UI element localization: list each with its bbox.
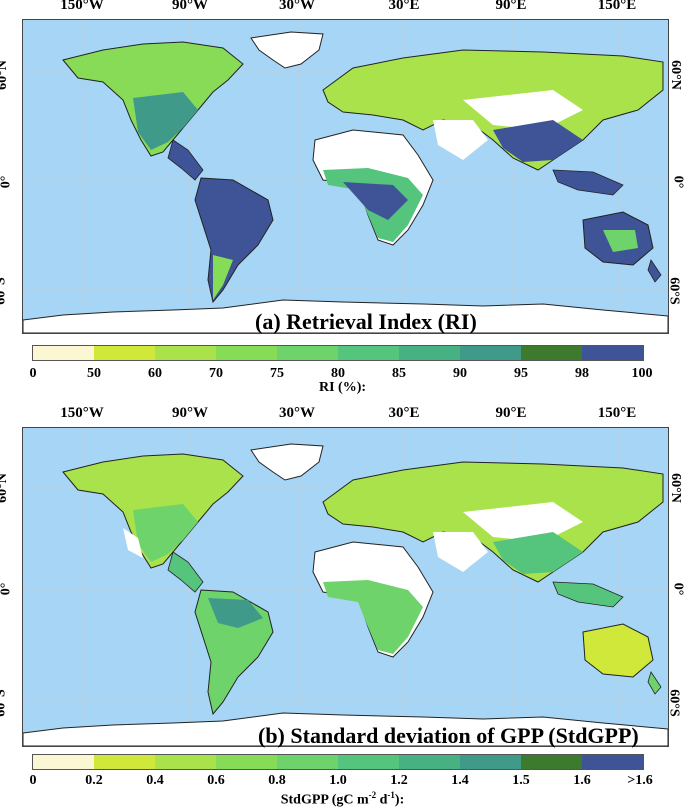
panel-a: 150°W 90°W 30°W 30°E 90°E 150°E 60°N 0° … — [0, 0, 685, 400]
lon-tick: 30°W — [279, 0, 315, 13]
lat-tick-left: 0° — [0, 582, 14, 596]
lon-tick: 90°E — [495, 405, 527, 421]
colorbar-swatch — [33, 755, 94, 769]
lat-tick-left: 60°S — [0, 277, 9, 305]
colorbar-swatch — [338, 346, 399, 360]
map-retrieval-index — [22, 19, 669, 334]
colorbar-tick: 60 — [148, 366, 162, 381]
colorbar-tick: 0 — [29, 366, 37, 381]
lat-tick-left: 60°N — [0, 60, 10, 90]
colorbar-tick: 98 — [575, 366, 589, 381]
colorbar-swatch — [460, 346, 521, 360]
colorbar-label: RI (%): — [318, 380, 367, 395]
panel-title: (a) Retrieval Index (RI) — [255, 309, 477, 334]
colorbar-tick: >1.6 — [627, 773, 653, 788]
colorbar-swatch — [155, 346, 216, 360]
lat-tick-right: 0° — [670, 582, 685, 596]
colorbar-swatch — [521, 346, 582, 360]
colorbar-tick: 1.2 — [390, 773, 408, 788]
colorbar-label: StdGPP (gC m-2 d-1): — [0, 790, 685, 809]
colorbar-swatch — [460, 755, 521, 769]
colorbar-tick: 95 — [514, 366, 528, 381]
lat-tick-left: 60°N — [0, 473, 10, 503]
lon-tick: 150°E — [597, 0, 637, 13]
colorbar-stdgpp — [32, 754, 644, 770]
colorbar-swatch — [399, 346, 460, 360]
colorbar-tick: 90 — [453, 366, 467, 381]
map-stdgpp — [22, 427, 669, 747]
lon-tick: 90°W — [172, 0, 208, 13]
colorbar-swatch — [155, 755, 216, 769]
lon-tick: 30°E — [388, 405, 420, 421]
colorbar-tick: 0.4 — [146, 773, 164, 788]
colorbar-tick: 70 — [209, 366, 223, 381]
colorbar-ri — [32, 345, 644, 361]
colorbar-tick: 1.0 — [329, 773, 347, 788]
lat-tick-right: 60°N — [667, 60, 683, 90]
colorbar-swatch — [277, 755, 338, 769]
colorbar-tick: 1.5 — [512, 773, 530, 788]
colorbar-label-part: StdGPP (gC m — [280, 792, 369, 808]
colorbar-tick: 100 — [631, 366, 653, 381]
colorbar-tick: 0.6 — [207, 773, 225, 788]
colorbar-tick: 0 — [29, 773, 37, 788]
colorbar-tick: 85 — [392, 366, 406, 381]
colorbar-swatch — [582, 755, 643, 769]
colorbar-label-part: ): — [394, 792, 405, 808]
colorbar-swatch — [33, 346, 94, 360]
colorbar-swatch — [94, 755, 155, 769]
colorbar-tick: 1.4 — [451, 773, 469, 788]
colorbar-swatch — [94, 346, 155, 360]
lat-tick-left: 0° — [0, 175, 14, 189]
colorbar-label-exp: -1 — [387, 790, 395, 800]
colorbar-swatch — [338, 755, 399, 769]
colorbar-tick: 75 — [270, 366, 284, 381]
lat-tick-right: 0° — [670, 175, 685, 189]
colorbar-label-exp: -2 — [368, 790, 377, 800]
lat-tick-left: 60°S — [0, 689, 9, 717]
colorbar-swatch — [277, 346, 338, 360]
colorbar-swatch — [216, 346, 277, 360]
lat-tick-right: 60°N — [667, 473, 683, 503]
lon-tick: 30°W — [279, 405, 315, 421]
lon-tick: 150°W — [60, 405, 104, 421]
colorbar-tick: 1.6 — [573, 773, 591, 788]
colorbar-tick: 80 — [331, 366, 345, 381]
lon-tick: 90°E — [495, 0, 527, 13]
lon-tick: 150°E — [597, 405, 637, 421]
world-map-ri — [23, 20, 668, 333]
colorbar-swatch — [216, 755, 277, 769]
lon-tick: 150°W — [60, 0, 104, 13]
colorbar-tick: 50 — [87, 366, 101, 381]
colorbar-swatch — [521, 755, 582, 769]
colorbar-tick: 0.2 — [85, 773, 103, 788]
lon-tick: 90°W — [172, 405, 208, 421]
lon-tick: 30°E — [388, 0, 420, 13]
colorbar-swatch — [399, 755, 460, 769]
world-map-stdgpp — [23, 428, 668, 746]
colorbar-swatch — [582, 346, 643, 360]
colorbar-tick: 0.8 — [268, 773, 286, 788]
panel-b: 150°W 90°W 30°W 30°E 90°E 150°E 60°N 0° … — [0, 405, 685, 812]
colorbar-label-part: d — [376, 792, 388, 808]
panel-title: (b) Standard deviation of GPP (StdGPP) — [258, 723, 639, 748]
